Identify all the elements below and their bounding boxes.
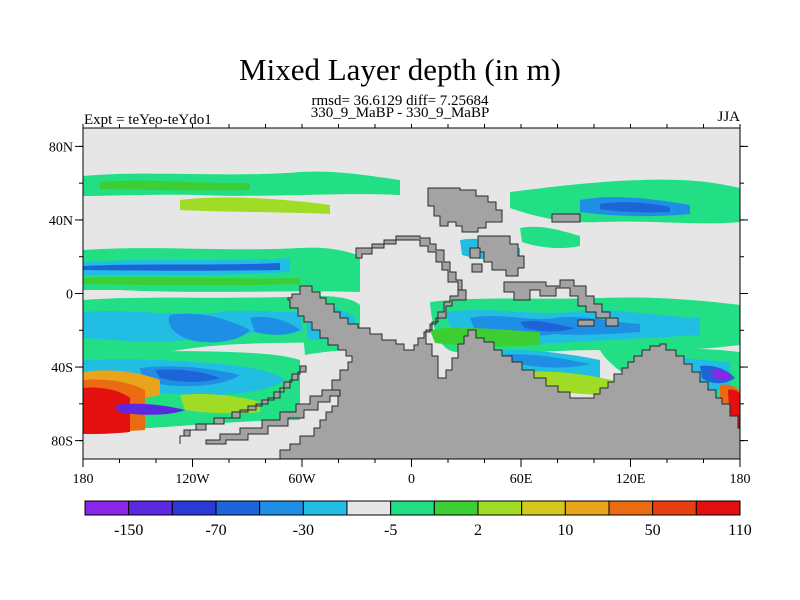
colorbar-swatch (259, 500, 304, 516)
colorbar-label: -70 (205, 522, 226, 539)
x-tick-label: 180 (730, 472, 751, 487)
map-plot-area (83, 128, 740, 459)
antarctic-peninsula-strip (205, 389, 341, 445)
colorbar-swatch (477, 500, 523, 516)
colorbar-swatch (346, 500, 392, 516)
y-tick-label: 40N (49, 214, 73, 229)
island-d (469, 247, 481, 259)
island-chain-b (577, 319, 595, 327)
x-axis: 180 120W 60W 0 60E 120E 180 (73, 124, 751, 487)
y-tick-label: 80S (51, 435, 73, 450)
x-tick-label: 60W (288, 472, 316, 487)
colorbar-swatch (564, 500, 610, 516)
x-tick-label: 0 (408, 472, 415, 487)
map-title: Mixed Layer depth (in m) (239, 52, 561, 87)
southern-continent-strip (179, 365, 307, 444)
colorbar-label: 50 (645, 522, 661, 539)
island-e (471, 263, 483, 273)
y-tick-label: 80N (49, 140, 73, 155)
y-tick-label: 40S (51, 361, 73, 376)
colorbar-swatch (652, 500, 697, 516)
colorbar-swatch (84, 500, 130, 516)
northern-continent (427, 187, 503, 233)
colorbar-swatch (128, 500, 173, 516)
x-tick-label: 180 (73, 472, 94, 487)
colorbar-swatch (215, 500, 261, 516)
statistics-line: rmsd= 36.6129 diff= 7.25684 (311, 93, 489, 109)
land-mask (179, 187, 740, 459)
island-chain-c (605, 317, 619, 327)
americas-landmass (279, 235, 740, 459)
y-axis: 80N 40N 0 40S 80S (49, 140, 748, 450)
colorbar-label: 2 (474, 522, 482, 539)
colorbar-label: -150 (114, 522, 143, 539)
island-chain-a (503, 279, 611, 319)
colorbar-swatch (608, 500, 654, 516)
x-tick-label: 60E (510, 472, 533, 487)
colorbar-swatch (433, 500, 479, 516)
colorbar-label: -5 (384, 522, 397, 539)
colorbar-swatch (390, 500, 435, 516)
colorbar-swatch (521, 500, 566, 516)
season-label: JJA (717, 109, 740, 125)
arabian-region (477, 235, 525, 277)
colorbar-label: 110 (728, 522, 751, 539)
colorbar-swatch (171, 500, 217, 516)
east-landmass (551, 213, 581, 223)
y-tick-label: 0 (66, 288, 73, 303)
colorbar-swatch (695, 500, 741, 516)
experiment-label: Expt = teYeo-teYdo1 (84, 112, 212, 128)
colorbar-swatch (302, 500, 348, 516)
experiment-subtitle: 330_9_MaBP - 330_9_MaBP (310, 105, 490, 121)
x-tick-label: 120W (175, 472, 210, 487)
colorbar-label: -30 (293, 522, 314, 539)
x-tick-label: 120E (616, 472, 646, 487)
colorbar: -150 -70 -30 -5 2 10 50 110 (84, 500, 752, 539)
colorbar-label: 10 (557, 522, 573, 539)
